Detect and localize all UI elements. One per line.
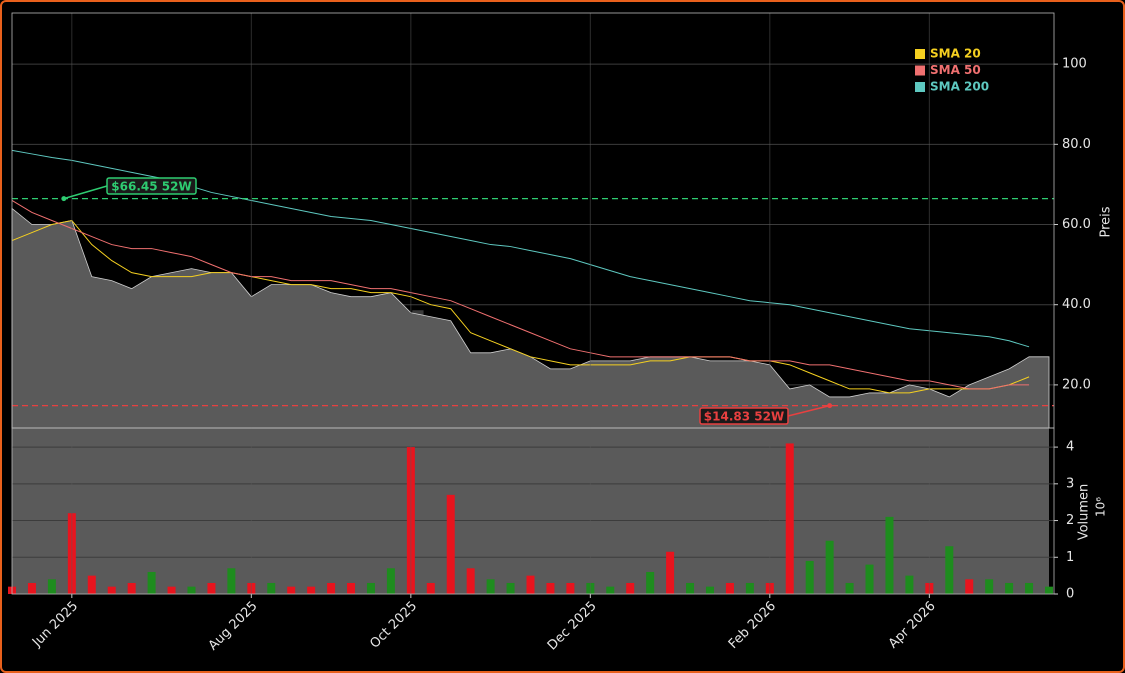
volume-bar — [885, 516, 894, 594]
volume-bar — [566, 582, 575, 594]
volume-bar — [347, 582, 356, 594]
volume-bar — [47, 579, 56, 594]
volume-bar — [526, 575, 535, 594]
volume-bar — [267, 582, 276, 594]
annotation-arrow — [787, 404, 830, 417]
volume-bar — [486, 579, 495, 594]
y-tick-label: 40.0 — [1062, 297, 1091, 312]
volume-bar — [666, 551, 675, 594]
x-tick-label: Feb 2026 — [726, 599, 779, 652]
x-tick-label: Aug 2025 — [206, 599, 261, 654]
y-tick-label: 80.0 — [1062, 137, 1091, 152]
volume-bar — [27, 582, 36, 594]
annotation-label: $14.83 52W — [704, 410, 784, 424]
volume-bar — [207, 582, 216, 594]
y-tick-label: 3 — [1066, 476, 1074, 491]
volume-bar — [606, 586, 615, 594]
volume-bar — [945, 546, 954, 594]
volume-bar — [686, 582, 695, 594]
volume-bar — [307, 586, 316, 594]
volume-bar — [865, 564, 874, 594]
y-tick-label: 1 — [1066, 550, 1074, 565]
y-tick-label: 20.0 — [1062, 377, 1091, 392]
legend-swatch — [915, 65, 925, 76]
volume-bar — [87, 575, 96, 594]
volume-bar — [426, 582, 435, 594]
volume-bar — [785, 443, 794, 594]
volume-bar — [1025, 582, 1034, 594]
volume-bar — [127, 582, 136, 594]
legend-label: SMA 20 — [930, 47, 981, 61]
volume-bar — [845, 582, 854, 594]
price-area — [11, 207, 1050, 429]
annotation-label: $66.45 52W — [111, 180, 191, 194]
arrow-head — [61, 196, 67, 202]
legend-swatch — [915, 49, 925, 59]
volume-bar — [227, 568, 236, 594]
volume-bar — [107, 586, 116, 594]
volume-bar — [167, 586, 176, 594]
x-tick-label: Oct 2025 — [367, 599, 420, 652]
sma-line — [11, 219, 1030, 394]
volume-bar — [506, 582, 515, 594]
volume-bar — [1045, 586, 1053, 594]
volume-bar — [147, 571, 156, 594]
y-tick-label: 2 — [1066, 513, 1074, 528]
legend-swatch — [915, 82, 925, 92]
annotation-arrow — [63, 185, 108, 200]
volume-bar — [466, 568, 475, 594]
volume-bar — [985, 579, 994, 594]
volume-bar — [725, 582, 734, 594]
volume-background — [12, 428, 1049, 594]
y-tick-label: 100 — [1062, 57, 1087, 72]
volume-bar — [905, 575, 914, 594]
x-tick-label: Apr 2026 — [886, 599, 939, 652]
volume-bar — [366, 582, 375, 594]
volume-bar — [965, 579, 974, 594]
volume-bar — [805, 560, 814, 594]
annotation-box — [699, 407, 789, 425]
x-tick-label: Jun 2025 — [29, 599, 81, 651]
volume-bar — [187, 586, 196, 594]
volume-bar — [1005, 582, 1014, 594]
legend-label: SMA 50 — [930, 63, 981, 77]
volume-bar — [546, 582, 555, 594]
y-axis-label: Volumen — [1077, 484, 1092, 541]
x-tick-label: Dec 2025 — [545, 599, 600, 654]
axis-offset-label: 10⁶ — [1094, 497, 1108, 517]
volume-bar — [646, 571, 655, 594]
volume-bar — [626, 582, 635, 594]
volume-bar — [446, 494, 455, 594]
sma-line — [11, 200, 1030, 390]
y-tick-label: 0 — [1066, 587, 1074, 602]
volume-bar — [745, 582, 754, 594]
volume-panel-frame — [11, 427, 1055, 595]
volume-bar — [386, 568, 395, 594]
volume-bar — [287, 586, 296, 594]
volume-bar — [327, 582, 336, 594]
y-tick-label: 60.0 — [1062, 217, 1091, 232]
y-tick-label: 4 — [1066, 440, 1074, 455]
volume-bar — [825, 540, 834, 594]
arrow-head — [827, 403, 833, 409]
legend-label: SMA 200 — [930, 80, 989, 94]
annotation-box — [106, 177, 197, 195]
y-axis-label: Preis — [1099, 206, 1114, 237]
volume-bar — [705, 586, 714, 594]
